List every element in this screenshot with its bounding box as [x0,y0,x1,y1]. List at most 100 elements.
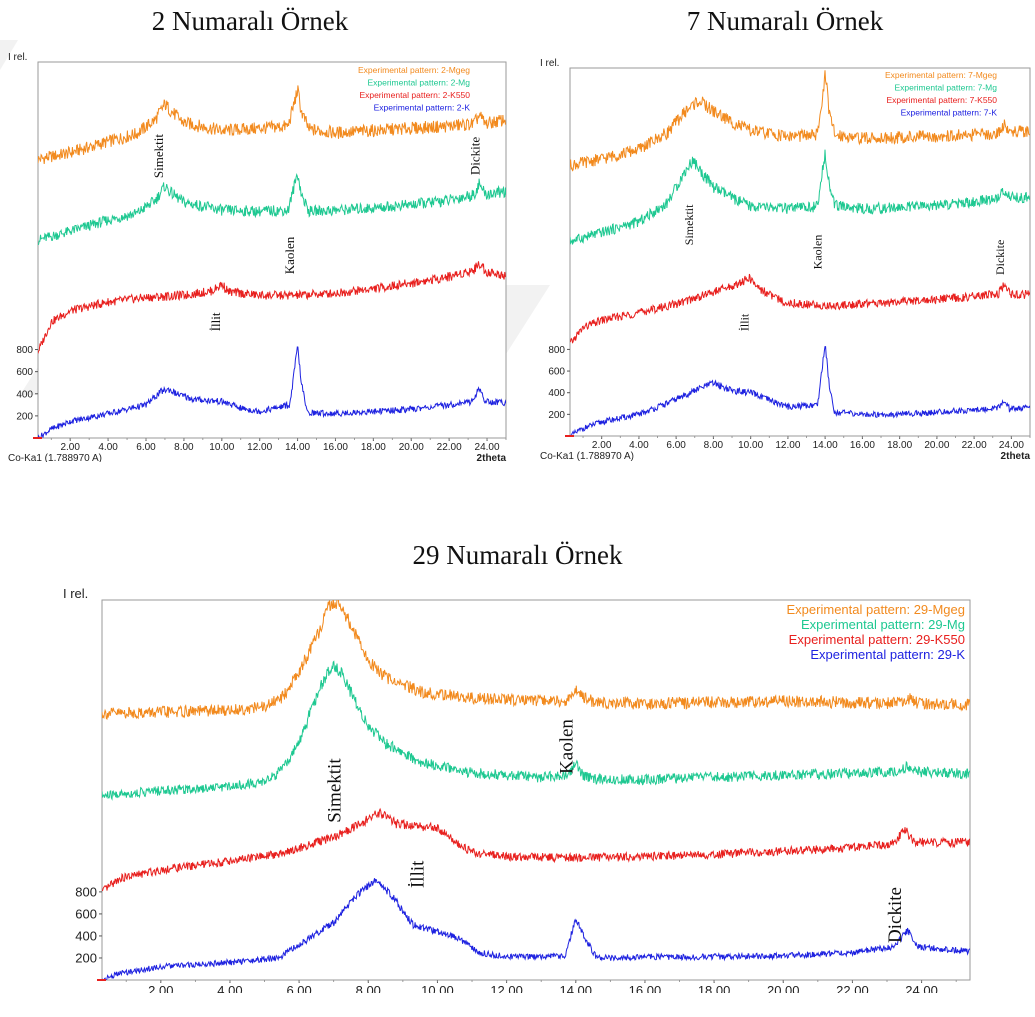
legend-entry: Experimental pattern: 7-K550 [886,95,997,105]
mineral-annotation: İllit [208,312,223,331]
mineral-annotation: Simektit [151,134,166,178]
mineral-annotation: Kaolen [810,235,824,270]
xrd-chart-7: I rel. 200 400 600 800 2.00 4.00 6.00 8.00 10.00 1… [540,58,1031,462]
diffraction-trace [102,807,970,892]
diffraction-trace [38,346,506,438]
y-axis-label: I rel. [8,52,27,63]
x-tick-label: 6.00 [286,983,311,993]
x-tick-label: 12.00 [775,440,800,451]
mineral-annotation: İllit [408,860,429,888]
legend-entry: Experimental pattern: 29-K [810,647,965,662]
y-tick-label: 400 [16,389,33,400]
x-tick-label: 16.00 [323,442,348,453]
x-tick-label: 8.00 [704,440,724,451]
x-tick-label: 20.00 [399,442,424,453]
y-tick-label: 600 [548,367,565,378]
x-tick-label: 4.00 [217,983,242,993]
y-tick-label: 200 [75,951,97,966]
x-tick-label: 10.00 [421,983,454,993]
x-axis-label: 2theta [477,453,507,462]
x-tick-label: 22.00 [437,442,462,453]
legend-entry: Experimental pattern: 29-Mgeg [787,602,965,617]
radiation-source-label: Co-Ka1 (1.788970 A) [540,451,634,462]
y-tick-label: 400 [75,928,97,943]
legend-entry: Experimental pattern: 29-Mg [801,617,965,632]
y-tick-label: 200 [548,410,565,421]
x-tick-label: 10.00 [209,442,234,453]
panel-title: 7 Numaralı Örnek [686,6,884,36]
y-tick-label: 600 [75,906,97,921]
diffraction-trace [570,273,1030,344]
x-tick-label: 4.00 [629,440,649,451]
x-tick-label: 2.00 [592,440,612,451]
y-tick-label: 800 [548,345,565,356]
diffraction-trace [570,346,1030,436]
mineral-annotation: Dickite [468,137,483,175]
mineral-annotation: Dickite [993,240,1007,275]
panel-title: 29 Numaralı Örnek [412,540,623,570]
plot-frame [37,61,507,439]
diffraction-trace [570,149,1030,246]
x-tick-label: 16.00 [850,440,875,451]
y-axis-label: I rel. [540,58,559,69]
diffraction-trace [38,261,506,354]
y-tick-label: 400 [548,388,565,399]
x-tick-label: 18.00 [887,440,912,451]
x-tick-label: 2.00 [60,442,80,453]
mineral-annotation: Simektit [325,758,346,823]
x-tick-label: 24.00 [475,442,500,453]
x-tick-label: 24.00 [999,440,1024,451]
y-tick-label: 200 [16,411,33,422]
x-tick-label: 8.00 [356,983,381,993]
radiation-source-label: Co-Ka1 (1.788970 A) [8,453,102,462]
legend-entry: Experimental pattern: 2-K550 [359,90,470,100]
diffraction-trace [102,600,970,720]
diffraction-trace [38,172,506,246]
x-tick-label: 18.00 [698,983,731,993]
x-tick-label: 2.00 [148,983,173,993]
mineral-annotation: Simektit [682,204,696,245]
panel-title: 2 Numaralı Örnek [151,6,349,36]
x-tick-label: 14.00 [285,442,310,453]
x-tick-label: 20.00 [767,983,800,993]
legend-entry: Experimental pattern: 2-Mg [367,78,470,88]
x-tick-label: 8.00 [174,442,194,453]
legend-entry: Experimental pattern: 7-K [901,108,998,118]
legend-entry: Experimental pattern: 7-Mgeg [885,70,997,80]
x-tick-label: 10.00 [738,440,763,451]
mineral-annotation: İllit [738,313,752,331]
x-tick-label: 14.00 [813,440,838,451]
legend-entry: Experimental pattern: 29-K550 [789,632,965,647]
diffraction-trace [102,878,970,980]
x-tick-label: 22.00 [836,983,869,993]
diffraction-trace [38,85,506,164]
x-tick-label: 6.00 [666,440,686,451]
legend-entry: Experimental pattern: 2-Mgeg [358,65,470,75]
plot-frame [101,599,971,981]
y-tick-label: 800 [16,345,33,356]
x-tick-label: 6.00 [136,442,156,453]
y-tick-label: 800 [75,884,97,899]
mineral-annotation: Kaolen [556,719,577,774]
diffraction-trace [102,660,970,801]
xrd-chart-29: I rel. 200 400 600 800 2.00 4.00 6.00 8.00 10.00 1… [63,586,971,993]
plot-frame [569,67,1031,437]
x-tick-label: 12.00 [247,442,272,453]
x-tick-label: 4.00 [98,442,118,453]
x-tick-label: 16.00 [629,983,662,993]
y-axis-label: I rel. [63,586,88,601]
mineral-annotation: Dickite [885,887,906,943]
mineral-annotation: Kaolen [282,236,297,274]
x-tick-label: 18.00 [361,442,386,453]
x-tick-label: 14.00 [559,983,592,993]
x-tick-label: 22.00 [962,440,987,451]
legend-entry: Experimental pattern: 2-K [374,103,471,113]
xrd-chart-2: I rel. 200 400 600 800 2.00 4.00 6.00 8.00 10.00 1… [8,52,507,462]
y-tick-label: 600 [16,367,33,378]
x-tick-label: 20.00 [924,440,949,451]
x-axis-label: 2theta [1001,451,1031,462]
x-tick-label: 12.00 [490,983,523,993]
legend-entry: Experimental pattern: 7-Mg [894,83,997,93]
diffraction-trace [570,70,1030,172]
x-tick-label: 24.00 [905,983,938,993]
